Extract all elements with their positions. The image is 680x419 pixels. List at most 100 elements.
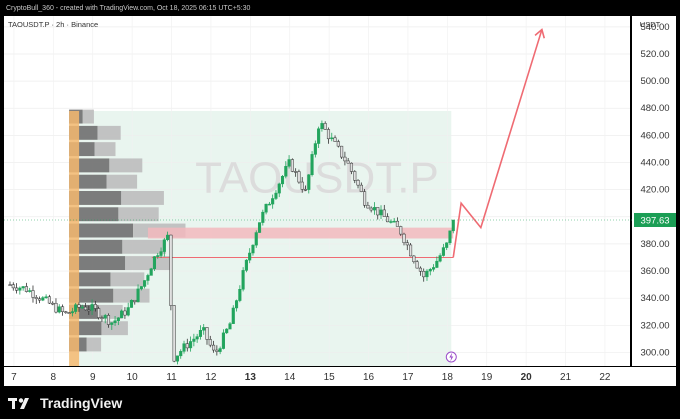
candle[interactable] xyxy=(248,252,252,261)
candle[interactable] xyxy=(162,239,166,252)
candle[interactable] xyxy=(264,203,268,213)
candle[interactable] xyxy=(212,344,216,351)
candle[interactable] xyxy=(428,269,432,272)
candle[interactable] xyxy=(363,191,367,206)
candle[interactable] xyxy=(323,123,327,130)
candle[interactable] xyxy=(412,255,416,263)
candle[interactable] xyxy=(402,233,406,243)
candle[interactable] xyxy=(359,184,363,192)
candle[interactable] xyxy=(93,304,97,309)
candle[interactable] xyxy=(257,222,262,233)
candle[interactable] xyxy=(317,128,321,144)
candle[interactable] xyxy=(353,171,357,181)
candle[interactable] xyxy=(231,307,235,324)
candle[interactable] xyxy=(333,137,337,142)
candle[interactable] xyxy=(277,183,281,194)
candle[interactable] xyxy=(238,289,242,301)
candle[interactable] xyxy=(395,220,399,227)
candle[interactable] xyxy=(441,247,445,256)
candle[interactable] xyxy=(77,304,81,308)
candle[interactable] xyxy=(267,203,271,206)
candle[interactable] xyxy=(100,317,104,319)
candle[interactable] xyxy=(422,271,426,278)
candle[interactable] xyxy=(38,298,42,301)
candle[interactable] xyxy=(44,296,48,298)
candle[interactable] xyxy=(106,315,111,325)
candle[interactable] xyxy=(189,341,193,349)
candle[interactable] xyxy=(336,141,340,147)
candle[interactable] xyxy=(166,234,170,241)
candle[interactable] xyxy=(244,259,248,271)
candle[interactable] xyxy=(445,242,449,248)
candle[interactable] xyxy=(340,145,344,158)
candle[interactable] xyxy=(228,323,232,330)
candle[interactable] xyxy=(313,143,317,155)
candle[interactable] xyxy=(87,309,91,312)
candle[interactable] xyxy=(103,315,107,319)
candle[interactable] xyxy=(116,317,120,321)
candle[interactable] xyxy=(409,244,413,257)
candle[interactable] xyxy=(225,328,229,334)
candle[interactable] xyxy=(182,343,186,352)
candle[interactable] xyxy=(290,159,294,172)
candle[interactable] xyxy=(389,221,393,223)
candle[interactable] xyxy=(451,219,455,232)
candle[interactable] xyxy=(205,327,209,340)
candle[interactable] xyxy=(382,209,386,217)
candle[interactable] xyxy=(34,297,38,300)
candle[interactable] xyxy=(376,207,380,216)
candle[interactable] xyxy=(67,312,71,314)
candle[interactable] xyxy=(8,284,12,286)
candle[interactable] xyxy=(330,137,334,140)
candle[interactable] xyxy=(297,171,301,183)
candle[interactable] xyxy=(80,306,84,309)
candle[interactable] xyxy=(405,242,409,246)
candle[interactable] xyxy=(156,255,160,257)
candle[interactable] xyxy=(146,275,150,281)
candle[interactable] xyxy=(215,349,219,352)
candle[interactable] xyxy=(143,280,147,287)
candle[interactable] xyxy=(310,154,314,175)
candle[interactable] xyxy=(300,181,304,190)
candle[interactable] xyxy=(356,180,360,186)
candle[interactable] xyxy=(202,327,206,331)
candle[interactable] xyxy=(294,171,298,173)
candle[interactable] xyxy=(235,300,239,309)
candle[interactable] xyxy=(415,261,419,269)
candle[interactable] xyxy=(346,160,350,164)
candle[interactable] xyxy=(64,311,68,313)
candle[interactable] xyxy=(120,310,124,319)
candle[interactable] xyxy=(57,306,61,313)
candle[interactable] xyxy=(208,339,212,346)
candle[interactable] xyxy=(129,299,134,308)
candle[interactable] xyxy=(28,290,32,292)
candle[interactable] xyxy=(60,306,65,312)
candle[interactable] xyxy=(287,159,291,167)
candle[interactable] xyxy=(271,198,275,205)
candle[interactable] xyxy=(90,304,94,311)
candle[interactable] xyxy=(218,348,222,352)
candle[interactable] xyxy=(97,308,101,318)
candle[interactable] xyxy=(133,299,137,302)
candle[interactable] xyxy=(169,234,173,306)
candle[interactable] xyxy=(284,166,288,177)
candle[interactable] xyxy=(399,226,403,235)
candle[interactable] xyxy=(172,305,176,362)
candle[interactable] xyxy=(372,207,376,211)
candle[interactable] xyxy=(195,336,199,340)
candle[interactable] xyxy=(432,267,436,270)
candle[interactable] xyxy=(70,311,74,314)
candle[interactable] xyxy=(113,320,117,323)
candle[interactable] xyxy=(261,211,265,223)
candle[interactable] xyxy=(418,267,422,272)
candle[interactable] xyxy=(320,123,324,129)
candle[interactable] xyxy=(74,304,78,312)
candle[interactable] xyxy=(438,255,442,262)
candle[interactable] xyxy=(221,332,225,349)
resistance-zone[interactable] xyxy=(147,227,454,239)
candle[interactable] xyxy=(15,287,19,291)
candle[interactable] xyxy=(110,322,114,325)
candle[interactable] xyxy=(448,230,452,244)
candle[interactable] xyxy=(149,268,153,276)
candle[interactable] xyxy=(83,306,88,311)
